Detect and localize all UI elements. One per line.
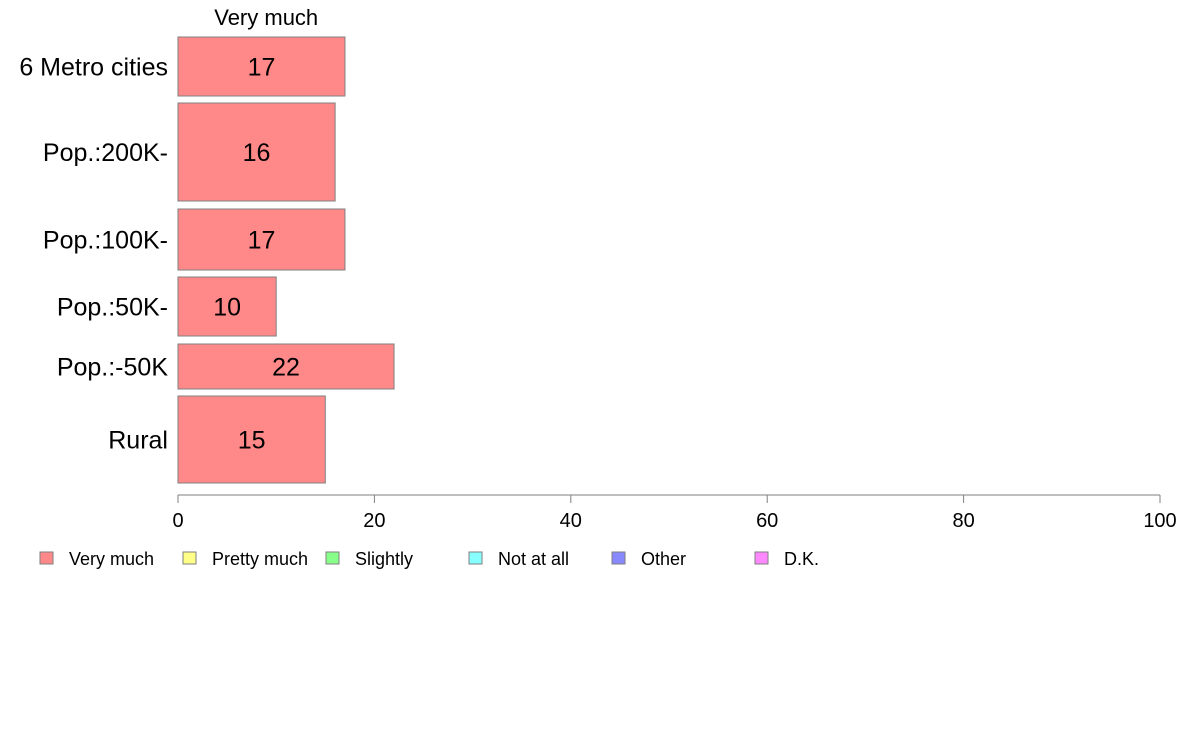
legend-label-2: Slightly <box>355 549 413 569</box>
category-label-4: Pop.:-50K <box>57 354 169 382</box>
legend-label-1: Pretty much <box>212 549 308 569</box>
x-tick-label-1: 20 <box>363 510 385 532</box>
bars-group: 17 16 17 10 22 15 <box>177 36 395 484</box>
category-label-0: 6 Metro cities <box>19 54 168 82</box>
x-axis: 0 20 40 60 80 100 <box>172 494 1177 532</box>
bar-2-0 <box>177 208 346 271</box>
legend-label-3: Not at all <box>498 549 569 569</box>
bar-1-0 <box>177 102 336 202</box>
x-tick-label-3: 60 <box>756 510 778 532</box>
bar-value-label-0: 17 <box>248 54 276 82</box>
bar-4-0 <box>177 343 395 390</box>
category-labels: 6 Metro cities Pop.:200K- Pop.:100K- Pop.:5… <box>19 54 168 455</box>
category-label-2: Pop.:100K- <box>43 227 168 255</box>
legend-swatch-3 <box>468 551 483 565</box>
category-label-3: Pop.:50K- <box>57 294 168 322</box>
bar-3-0 <box>177 276 277 337</box>
column-title: Very much <box>214 5 318 30</box>
legend-swatch-0 <box>39 551 54 565</box>
category-label-5: Rural <box>108 427 168 455</box>
x-tick-label-4: 80 <box>952 510 974 532</box>
x-tick-label-0: 0 <box>172 510 183 532</box>
bar-value-label-1: 16 <box>243 139 271 167</box>
bar-0-0 <box>177 36 346 97</box>
legend-label-4: Other <box>641 549 686 569</box>
bar-value-label-5: 15 <box>238 427 266 455</box>
legend-swatch-4 <box>611 551 626 565</box>
legend-swatch-5 <box>754 551 769 565</box>
legend: Very much Pretty much Slightly Not at all Ot… <box>39 549 819 569</box>
bar-value-label-3: 10 <box>213 294 241 322</box>
x-tick-label-2: 40 <box>560 510 582 532</box>
bar-value-label-2: 17 <box>248 227 276 255</box>
bar-value-label-4: 22 <box>272 354 300 382</box>
legend-swatch-1 <box>182 551 197 565</box>
legend-label-0: Very much <box>69 549 154 569</box>
category-label-1: Pop.:200K- <box>43 139 168 167</box>
legend-label-5: D.K. <box>784 549 819 569</box>
x-tick-label-5: 100 <box>1143 510 1176 532</box>
bar-5-0 <box>177 395 326 484</box>
legend-swatch-2 <box>325 551 340 565</box>
